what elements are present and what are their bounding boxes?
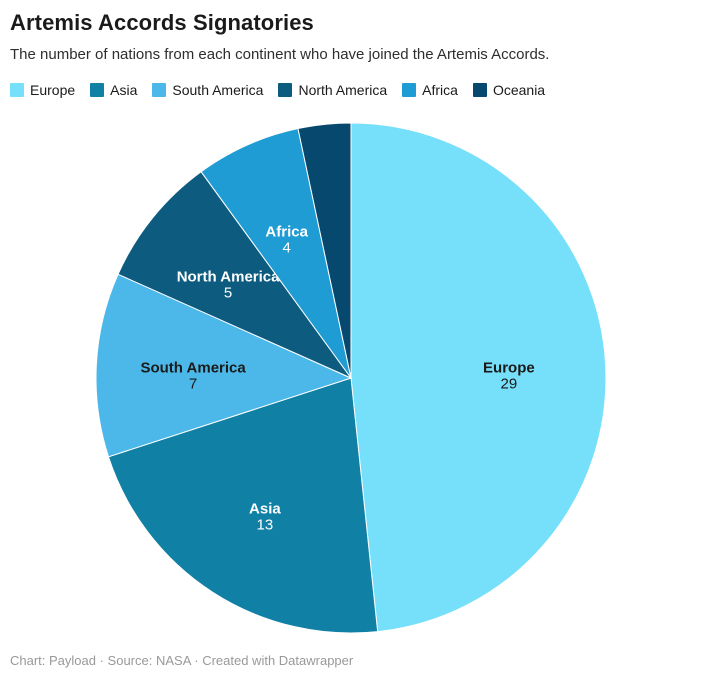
- legend-swatch-europe: [10, 83, 24, 97]
- pie-slice-oceania[interactable]: [297, 122, 352, 379]
- slice-label-value: 4: [283, 240, 291, 257]
- legend-item-south-america: South America: [152, 82, 263, 98]
- slice-label-name: Asia: [249, 501, 281, 518]
- legend-item-asia: Asia: [90, 82, 137, 98]
- legend-label: Europe: [30, 82, 76, 98]
- legend-swatch-oceania: [472, 83, 487, 97]
- slice-label-value: 5: [224, 285, 232, 302]
- slice-label-name: North America: [177, 269, 280, 286]
- footer-credits: Chart: Payload · Source: NASA · Created …: [10, 653, 354, 668]
- slice-label-value: 7: [189, 376, 197, 393]
- slice-label-south-america: South America 7: [140, 360, 246, 393]
- legend-item-europe: Europe: [10, 82, 75, 98]
- pie-slice-north-america[interactable]: [117, 171, 353, 380]
- slice-label-name: Africa: [265, 224, 308, 241]
- slice-label-asia: Asia 13: [249, 501, 281, 534]
- legend-label: Asia: [110, 82, 138, 98]
- legend-swatch-south-america: [152, 83, 167, 97]
- legend-label: South America: [172, 82, 264, 98]
- legend-item-africa: Africa: [402, 82, 458, 98]
- legend-label: Africa: [422, 82, 458, 98]
- legend: Europe Asia South America North America Afri…: [10, 82, 545, 98]
- pie-slice-asia[interactable]: [107, 377, 379, 634]
- pie-slice-south-america[interactable]: [95, 273, 353, 458]
- slice-label-africa: Africa 4: [265, 224, 308, 257]
- chart-subtitle: The number of nations from each continen…: [10, 46, 550, 63]
- pie-slice-africa[interactable]: [200, 127, 352, 379]
- pie-slice-europe[interactable]: [350, 122, 607, 633]
- legend-item-north-america: North America: [278, 82, 387, 98]
- chart-title: Artemis Accords Signatories: [10, 10, 314, 35]
- legend-swatch-africa: [402, 83, 417, 97]
- legend-swatch-asia: [90, 83, 105, 97]
- slice-label-north-america: North America 5: [177, 269, 280, 302]
- slice-label-name: South America: [140, 360, 246, 377]
- legend-label: Oceania: [492, 82, 546, 98]
- slice-label-value: 13: [257, 517, 274, 534]
- legend-label: North America: [298, 82, 388, 98]
- slice-label-name: Europe: [483, 360, 535, 377]
- legend-swatch-north-america: [278, 83, 293, 97]
- slice-label-europe: Europe 29: [483, 360, 535, 393]
- slice-label-value: 29: [501, 376, 518, 393]
- legend-item-oceania: Oceania: [472, 82, 546, 98]
